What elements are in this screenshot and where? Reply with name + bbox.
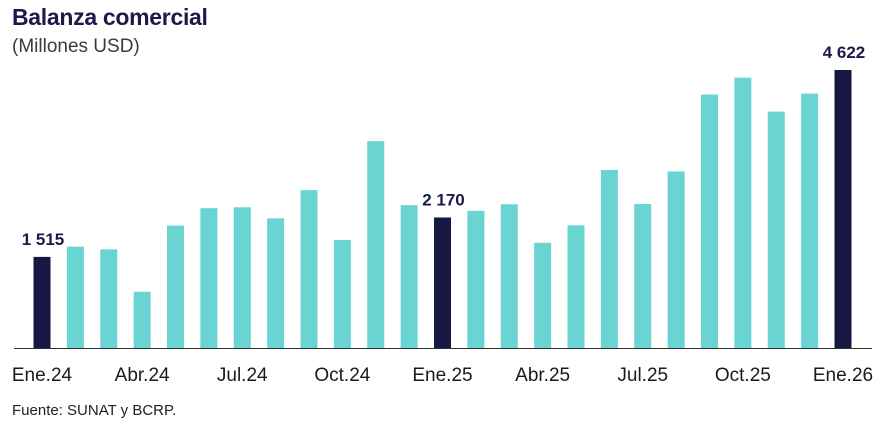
data-label: 2 170 xyxy=(422,190,465,209)
bar-Set.25 xyxy=(701,94,718,348)
x-tick-label: Jul.24 xyxy=(217,365,268,386)
bar-Feb.25 xyxy=(467,210,485,348)
x-tick-label: Abr.24 xyxy=(115,365,170,386)
bar-Dic.24 xyxy=(400,205,418,348)
bar-Abr.24 xyxy=(133,291,151,348)
bar-Nov.24 xyxy=(367,141,385,348)
bar-Ene.26 xyxy=(834,70,852,348)
x-tick-label: Ene.26 xyxy=(813,365,873,386)
x-tick-label: Ene.25 xyxy=(412,365,472,386)
bar-Ene.24 xyxy=(33,256,51,348)
bar-Mar.24 xyxy=(100,249,118,348)
bar-Jul.24 xyxy=(233,207,251,348)
bar-Set.24 xyxy=(300,190,318,348)
bar-May.24 xyxy=(167,225,184,348)
bar-chart: Ene.24 Abr.24 Jul.24 Oct.24 Ene.25 Abr.25 Jul.… xyxy=(12,43,873,386)
bar-Nov.25 xyxy=(767,111,785,349)
x-tick-label: Abr.25 xyxy=(515,365,570,386)
bar-Oct.25 xyxy=(734,77,752,348)
x-tick-label: Jul.25 xyxy=(617,365,668,386)
chart-subtitle: (Millones USD) xyxy=(12,36,140,57)
x-tick-labels: Ene.24 Abr.24 Jul.24 Oct.24 Ene.25 Abr.25 Jul.… xyxy=(12,365,873,386)
bar-Abr.25 xyxy=(534,242,552,348)
bar-Ago.24 xyxy=(267,218,285,348)
bar-Ene.25 xyxy=(434,217,451,348)
bar-Jul.25 xyxy=(634,203,652,348)
source-note: Fuente: SUNAT y BCRP. xyxy=(12,402,177,419)
x-tick-label: Oct.25 xyxy=(715,365,771,386)
bar-Feb.24 xyxy=(66,246,84,348)
data-labels: 1 515 2 170 4 622 xyxy=(22,43,866,249)
bar-May.25 xyxy=(567,225,585,348)
bar-Jun.24 xyxy=(200,208,218,348)
bars-group xyxy=(33,70,852,349)
x-tick-label: Ene.24 xyxy=(12,365,73,386)
bar-Jun.25 xyxy=(600,169,618,348)
chart-title: Balanza comercial xyxy=(12,4,208,30)
x-tick-label: Oct.24 xyxy=(314,365,370,386)
bar-Mar.25 xyxy=(500,204,518,348)
bar-Ago.25 xyxy=(667,171,685,348)
data-label: 1 515 xyxy=(22,230,65,249)
data-label: 4 622 xyxy=(823,43,866,62)
bar-Oct.24 xyxy=(333,240,351,348)
bar-Dic.25 xyxy=(801,93,819,348)
